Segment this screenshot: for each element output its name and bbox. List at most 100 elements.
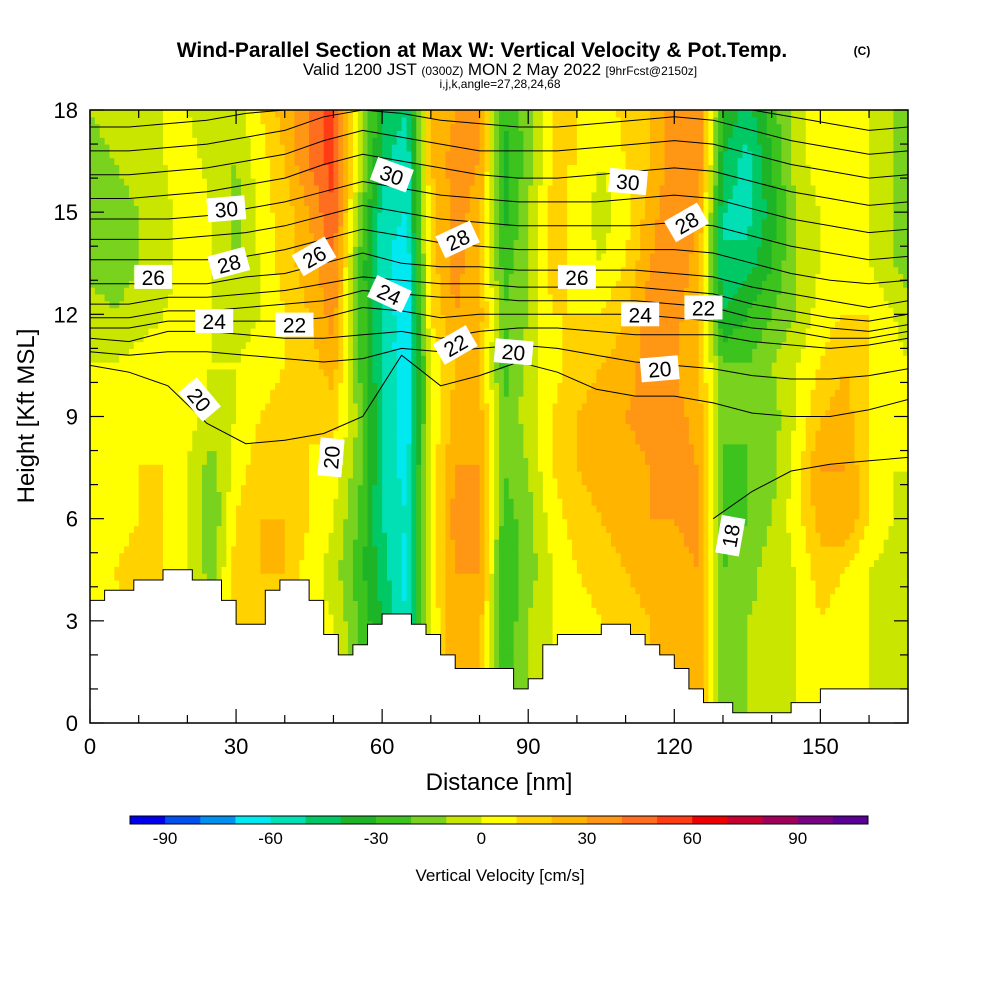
velocity-cell [236, 579, 242, 588]
velocity-cell [620, 614, 627, 622]
velocity-cell [479, 648, 485, 656]
velocity-cell [299, 532, 305, 540]
velocity-cell [713, 627, 719, 636]
velocity-cell [610, 579, 617, 588]
velocity-cell [240, 566, 247, 574]
velocity-cell [391, 552, 398, 561]
velocity-cell [796, 579, 802, 588]
velocity-cell [216, 518, 223, 527]
velocity-cell [713, 586, 719, 595]
velocity-cell [610, 614, 617, 622]
velocity-cell [387, 593, 393, 601]
velocity-cell [703, 552, 709, 561]
velocity-cell [786, 573, 792, 581]
velocity-cell [805, 654, 812, 663]
velocity-cell [791, 525, 797, 533]
velocity-cell [406, 539, 412, 547]
velocity-cell [825, 661, 831, 670]
velocity-cell [323, 539, 330, 547]
velocity-cell [732, 648, 739, 656]
velocity-cell [684, 552, 690, 561]
velocity-cell [645, 566, 651, 574]
velocity-cell [518, 614, 524, 622]
velocity-cell [761, 661, 768, 670]
velocity-cell [425, 573, 432, 581]
velocity-cell [610, 607, 617, 615]
velocity-cell [474, 627, 481, 636]
velocity-cell [440, 614, 447, 622]
velocity-cell [338, 586, 344, 595]
velocity-cell [903, 593, 908, 601]
velocity-cell [596, 593, 602, 601]
velocity-cell [786, 539, 792, 547]
velocity-cell [815, 661, 821, 670]
velocity-cell [567, 579, 573, 588]
velocity-cell [309, 518, 315, 527]
velocity-cell [625, 532, 632, 540]
velocity-cell [722, 579, 729, 588]
velocity-cell [630, 620, 636, 629]
velocity-cell [893, 668, 899, 676]
velocity-cell [606, 573, 612, 581]
velocity-cell [260, 607, 266, 615]
velocity-cell [815, 641, 821, 649]
velocity-cell [289, 552, 296, 561]
velocity-cell [761, 586, 768, 595]
velocity-cell [742, 614, 748, 622]
velocity-cell [499, 627, 505, 636]
velocity-cell [323, 593, 330, 601]
velocity-cell [630, 532, 636, 540]
velocity-cell [669, 545, 675, 554]
velocity-cell [177, 539, 184, 547]
velocity-cell [528, 525, 534, 533]
velocity-cell [133, 525, 140, 533]
velocity-cell [815, 532, 821, 540]
velocity-cell [776, 552, 783, 561]
velocity-cell [450, 518, 456, 527]
velocity-cell [469, 539, 476, 547]
velocity-cell [766, 675, 773, 683]
velocity-cell [377, 518, 383, 527]
velocity-cell [645, 525, 651, 533]
velocity-cell [815, 607, 821, 615]
velocity-cell [615, 593, 622, 601]
velocity-cell [455, 593, 461, 601]
velocity-cell [805, 566, 812, 574]
velocity-cell [825, 634, 831, 642]
velocity-cell [757, 532, 763, 540]
velocity-cell [839, 614, 846, 622]
velocity-cell [450, 579, 456, 588]
velocity-cell [752, 648, 758, 656]
velocity-cell [878, 682, 885, 690]
velocity-cell [844, 614, 851, 622]
velocity-cell [518, 539, 524, 547]
velocity-cell [893, 593, 899, 601]
velocity-cell [869, 675, 875, 683]
velocity-cell [216, 566, 223, 574]
velocity-cell [401, 552, 408, 561]
velocity-cell [114, 518, 120, 527]
velocity-cell [201, 552, 208, 561]
velocity-cell [815, 688, 821, 697]
velocity-cell [742, 545, 748, 554]
velocity-cell [854, 627, 860, 636]
velocity-cell [732, 627, 739, 636]
velocity-cell [625, 518, 632, 527]
velocity-cell [338, 518, 344, 527]
velocity-cell [679, 614, 685, 622]
velocity-cell [854, 675, 860, 683]
velocity-cell [109, 525, 115, 533]
velocity-cell [328, 586, 335, 595]
velocity-cell [576, 518, 583, 527]
velocity-cell [411, 573, 417, 581]
velocity-cell [873, 586, 880, 595]
velocity-cell [674, 552, 680, 561]
velocity-cell [669, 566, 675, 574]
velocity-cell [425, 586, 432, 595]
velocity-cell [800, 525, 807, 533]
velocity-cell [231, 579, 237, 588]
velocity-cell [596, 573, 602, 581]
velocity-cell [352, 634, 359, 642]
velocity-cell [849, 641, 856, 649]
velocity-cell [810, 641, 817, 649]
